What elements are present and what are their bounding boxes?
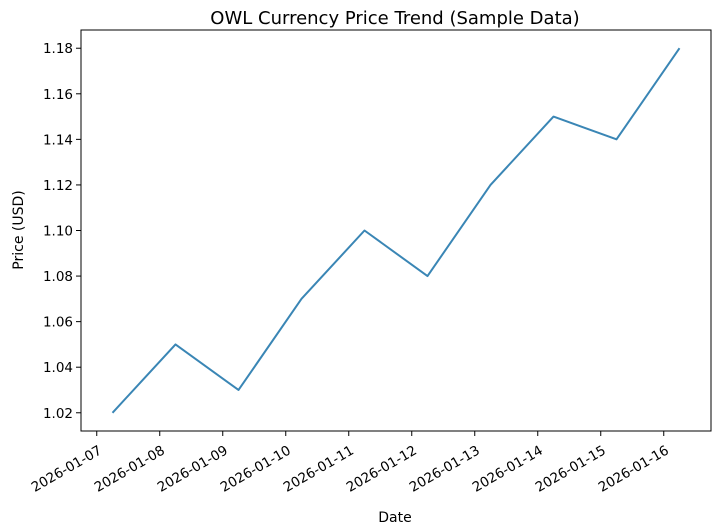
y-tick-label: 1.16 bbox=[43, 87, 73, 103]
x-tick-label: 2026-01-11 bbox=[281, 443, 357, 496]
price-series-line bbox=[111, 47, 681, 414]
y-axis: 1.02 1.04 1.06 1.08 1.10 1.12 1.14 1.16 1.18 bbox=[43, 41, 81, 422]
x-axis-label: Date bbox=[378, 510, 411, 526]
x-tick-label: 2026-01-10 bbox=[218, 443, 294, 496]
x-tick-label: 2026-01-16 bbox=[596, 443, 672, 496]
x-tick-label: 2026-01-08 bbox=[92, 443, 168, 496]
y-tick-label: 1.02 bbox=[43, 406, 73, 422]
y-tick-label: 1.18 bbox=[43, 41, 73, 57]
series-layer bbox=[111, 47, 681, 414]
x-tick-label: 2026-01-12 bbox=[344, 443, 420, 496]
y-tick-label: 1.06 bbox=[43, 315, 73, 331]
y-tick-label: 1.12 bbox=[43, 178, 73, 194]
y-axis-label: Price (USD) bbox=[11, 190, 27, 269]
x-axis: 2026-01-072026-01-082026-01-092026-01-10… bbox=[29, 431, 672, 496]
plot-frame bbox=[80, 29, 712, 432]
chart-title: OWL Currency Price Trend (Sample Data) bbox=[210, 8, 579, 29]
y-tick-label: 1.10 bbox=[43, 224, 73, 240]
y-tick-label: 1.08 bbox=[43, 269, 73, 285]
x-tick-label: 2026-01-13 bbox=[407, 443, 483, 496]
x-tick-label: 2026-01-07 bbox=[29, 443, 105, 496]
y-tick-label: 1.14 bbox=[43, 132, 73, 148]
x-tick-label: 2026-01-09 bbox=[155, 443, 231, 496]
x-tick-label: 2026-01-14 bbox=[470, 443, 546, 496]
y-tick-label: 1.04 bbox=[43, 360, 73, 376]
x-tick-label: 2026-01-15 bbox=[533, 443, 609, 496]
